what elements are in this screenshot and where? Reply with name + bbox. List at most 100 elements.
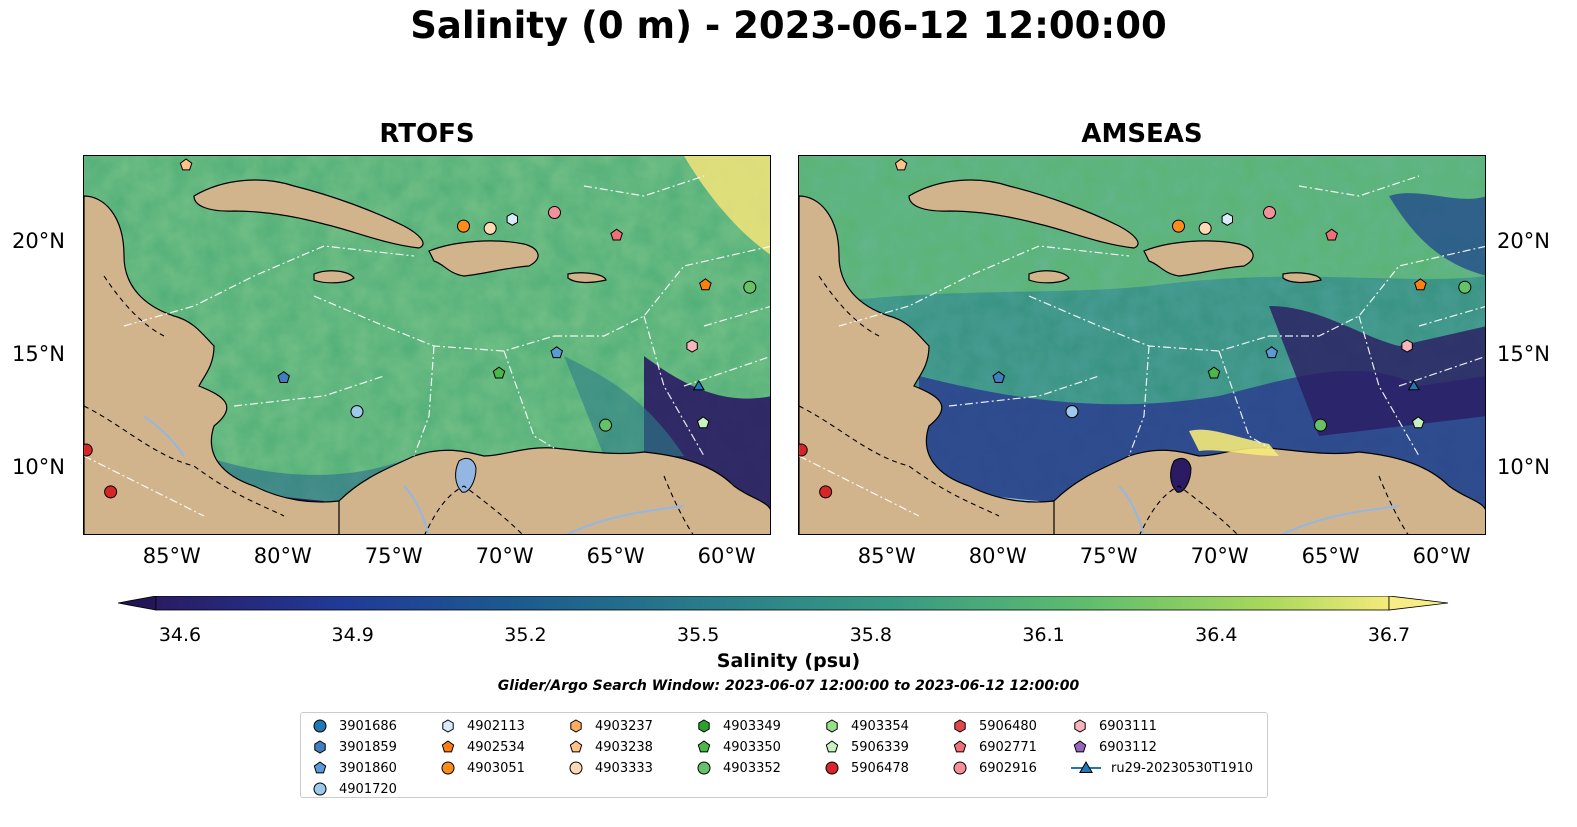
legend-label: 6903111 [1099,718,1157,734]
legend-label: 3901686 [339,718,397,734]
float-marker [1265,346,1278,359]
legend-marker [313,761,327,774]
legend-marker [697,740,711,753]
legend-label: 4903333 [595,760,653,776]
legend-marker [442,719,454,733]
legend-item: 6902771 [951,738,1037,756]
float-marker [350,405,364,419]
float-marker [692,379,705,391]
legend: 3901686 3901859 3901860 4901720 4902113 49025… [300,712,1268,798]
float-marker [894,158,908,171]
float-marker [799,443,808,457]
float-marker [610,228,623,241]
legend-label: 3901859 [339,739,397,755]
legend-marker [826,719,838,733]
float-marker [104,485,118,499]
float-marker [1172,219,1186,233]
colorbar-tick-label: 34.9 [331,624,374,646]
legend-item: ru29-20230530T1910 [1071,759,1253,777]
float-marker [1411,416,1425,429]
legend-item: 6903112 [1071,738,1157,756]
legend-item: 6903111 [1071,717,1157,735]
legend-marker [954,719,966,733]
float-marker [277,371,290,383]
float-marker [743,280,757,294]
legend-item: 6902916 [951,759,1037,777]
float-marker [1325,228,1338,241]
lon-tick-label: 85°W [142,544,201,568]
float-marker [992,371,1005,383]
lon-tick-label: 70°W [475,544,534,568]
float-marker [819,485,833,499]
panel-title-amseas: AMSEAS [1081,119,1203,149]
legend-label: 5906480 [979,718,1037,734]
legend-label: 4902534 [467,739,525,755]
panel-title-rtofs: RTOFS [379,119,475,149]
lat-tick-label: 15°N [12,342,65,367]
legend-item: 4901720 [311,780,397,798]
lat-tick-label: 10°N [12,455,65,480]
float-marker [1065,405,1079,419]
float-marker [548,206,562,220]
legend-marker [569,740,583,753]
float-marker [699,278,712,291]
float-marker [492,366,506,379]
legend-marker [825,740,839,753]
legend-marker [441,740,455,753]
lon-tick-label: 75°W [364,544,423,568]
lon-tick-label: 60°W [697,544,756,568]
colorbar-tick-label: 34.6 [158,624,202,646]
legend-item: 4903051 [439,759,525,777]
legend-label: 4903352 [723,760,781,776]
legend-label: 4901720 [339,781,397,797]
legend-label: 4903238 [595,739,653,755]
legend-marker [825,761,839,775]
colorbar-tick-label: 36.1 [1022,624,1065,646]
colorbar-tick-label: 35.8 [849,624,892,646]
legend-item: 4903237 [567,717,653,735]
legend-item: 3901686 [311,717,397,735]
colorbar [118,596,1449,611]
legend-marker [953,761,967,775]
legend-item: 4903333 [567,759,653,777]
lat-tick-label: 15°N [1497,342,1550,367]
legend-marker [570,719,582,733]
legend-marker [441,761,455,775]
colorbar-tick-label: 36.4 [1195,624,1238,646]
legend-label: 5906339 [851,739,909,755]
float-marker [457,219,471,233]
legend-marker [1073,740,1087,753]
legend-label: ru29-20230530T1910 [1111,760,1254,776]
legend-item: 4903349 [695,717,781,735]
lon-tick-label: 60°W [1412,544,1471,568]
legend-marker [953,740,967,753]
float-marker [550,346,563,359]
search-window-note: Glider/Argo Search Window: 2023-06-07 12… [497,678,1080,694]
colorbar-tick-label: 35.5 [676,624,720,646]
legend-item: 4903354 [823,717,909,735]
legend-item: 3901860 [311,759,397,777]
float-marker [1458,280,1472,294]
legend-marker [314,740,326,754]
lat-tick-label: 20°N [1497,228,1550,253]
legend-item: 4903352 [695,759,781,777]
legend-marker [313,782,327,796]
legend-item: 4902113 [439,717,525,735]
map-rtofs[interactable] [83,155,771,535]
lon-tick-label: 70°W [1190,544,1249,568]
legend-label: 4903350 [723,739,781,755]
float-marker [1221,212,1233,226]
legend-marker [313,719,327,733]
float-marker [84,443,93,457]
legend-marker [697,761,711,775]
lon-tick-label: 75°W [1079,544,1138,568]
legend-label: 6902916 [979,760,1037,776]
float-marker [506,212,518,226]
legend-label: 6902771 [979,739,1037,755]
lon-tick-label: 80°W [253,544,312,568]
legend-label: 4903354 [851,718,909,734]
float-marker [1314,418,1328,432]
map-amseas[interactable] [798,155,1486,535]
legend-label: 4903237 [595,718,653,734]
float-marker [1407,379,1420,391]
